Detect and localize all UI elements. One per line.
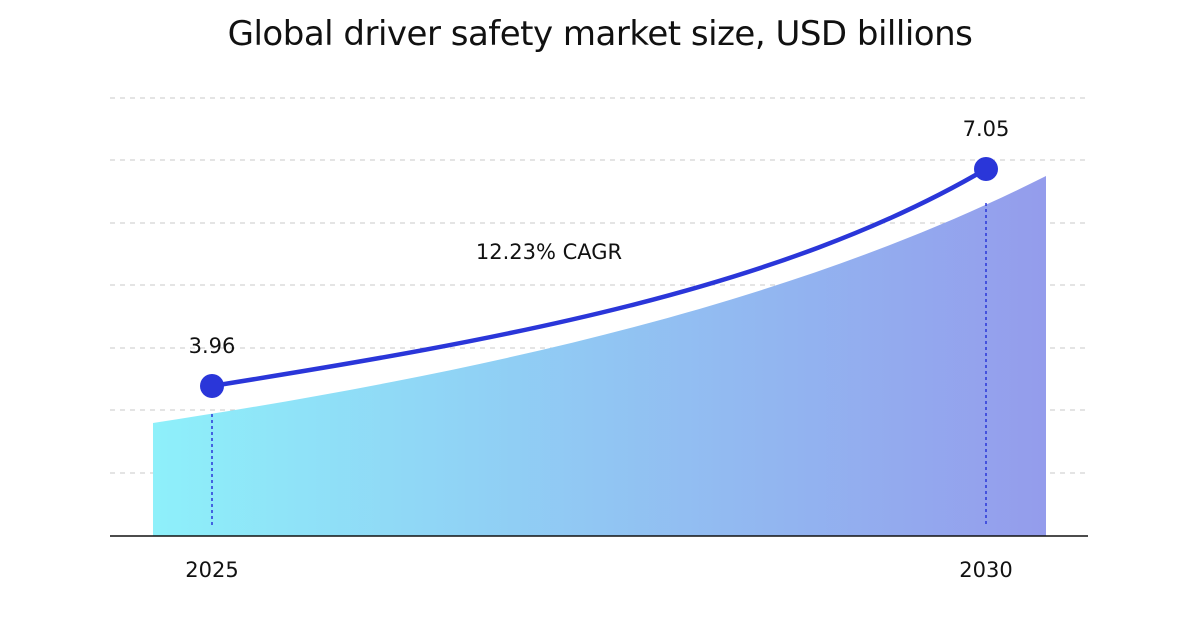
data-label: 7.05	[963, 117, 1010, 141]
data-label: 3.96	[189, 334, 236, 358]
area-fill	[153, 176, 1046, 536]
drop-lines	[211, 203, 987, 526]
data-point	[200, 374, 224, 398]
data-point	[974, 157, 998, 181]
chart-title: Global driver safety market size, USD bi…	[227, 14, 973, 54]
cagr-annotation: 12.23% CAGR	[476, 240, 622, 264]
data-points	[200, 157, 998, 398]
x-tick-label: 2025	[185, 558, 238, 582]
series-line	[209, 166, 989, 389]
x-tick-label: 2030	[959, 558, 1012, 582]
